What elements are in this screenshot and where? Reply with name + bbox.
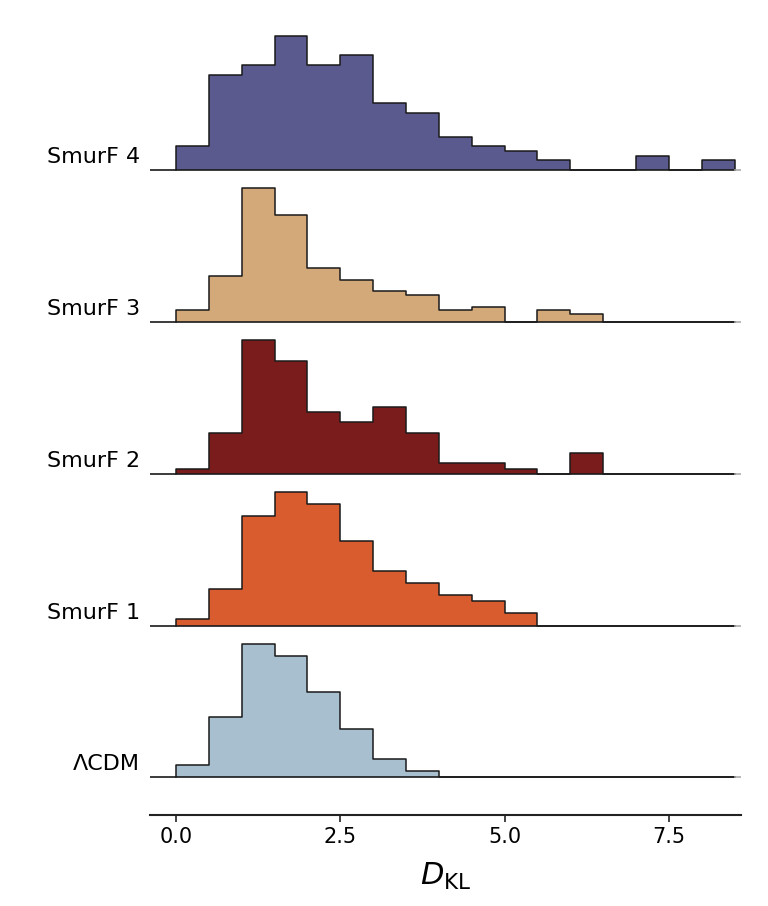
Polygon shape (176, 36, 734, 170)
Polygon shape (176, 644, 734, 777)
Text: SmurF 1: SmurF 1 (47, 602, 140, 622)
Text: SmurF 4: SmurF 4 (47, 147, 140, 167)
Polygon shape (176, 188, 734, 322)
Polygon shape (176, 340, 734, 474)
X-axis label: $D_{\rm KL}$: $D_{\rm KL}$ (420, 861, 471, 892)
Text: SmurF 2: SmurF 2 (47, 450, 140, 471)
Text: ΛCDM: ΛCDM (73, 755, 140, 775)
Polygon shape (176, 492, 734, 625)
Text: SmurF 3: SmurF 3 (47, 299, 140, 319)
